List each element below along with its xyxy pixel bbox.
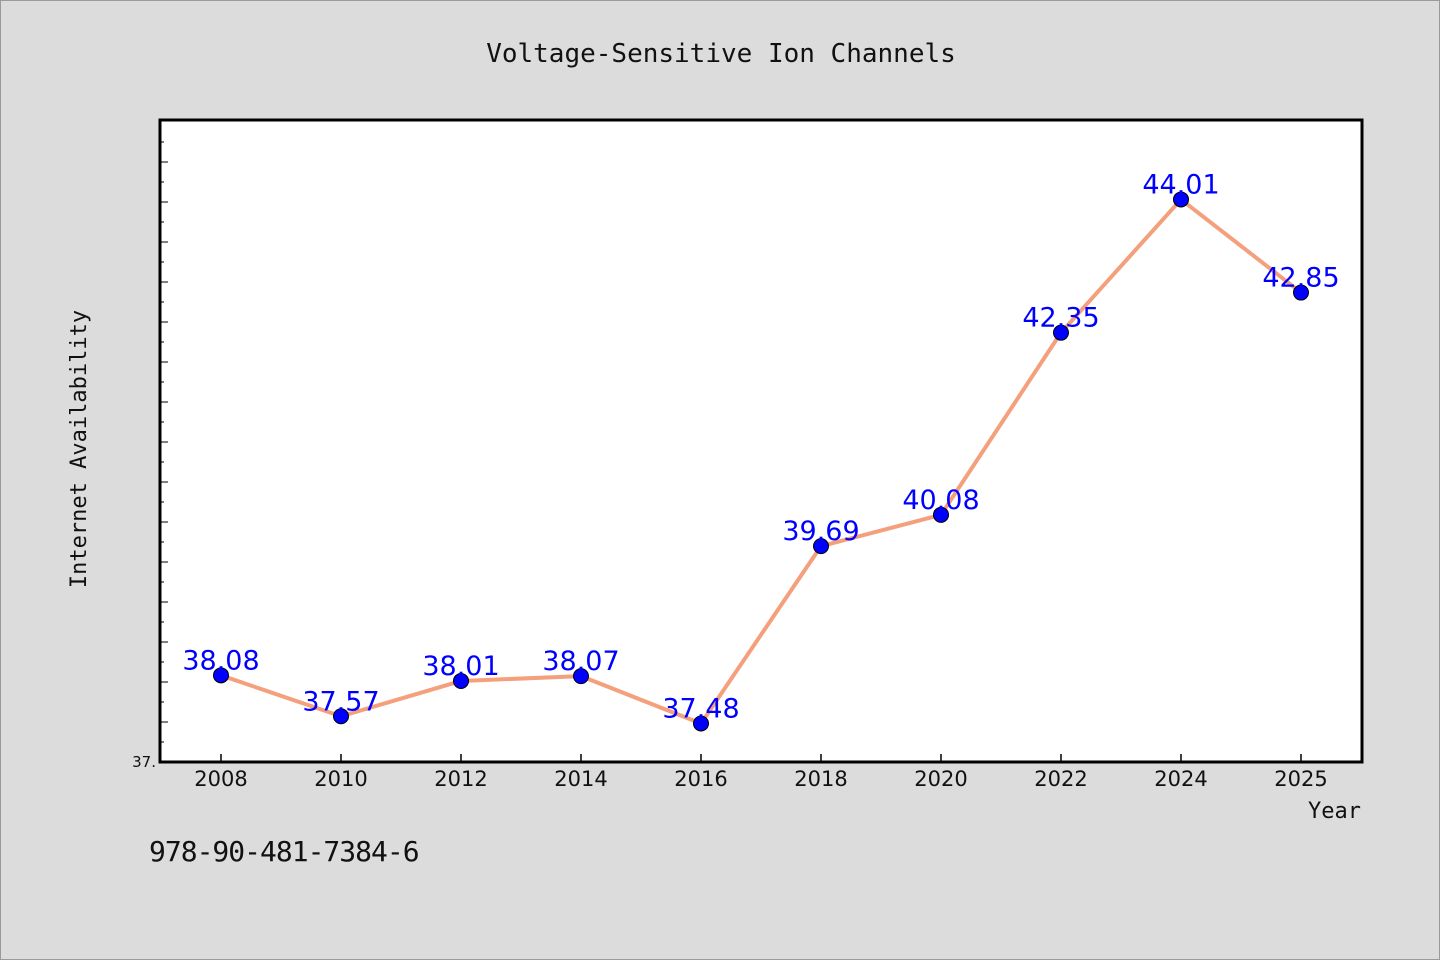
series-layer: 38.08 37.57 38.01 38.07 37.48 39.69 40.08 42.35…: [182, 169, 1340, 732]
data-label: 44.01: [1142, 169, 1219, 200]
data-point: [573, 668, 589, 685]
x-tick-label: 2014: [554, 767, 607, 791]
x-axis-label: Year: [1308, 799, 1361, 824]
data-label: 38.08: [182, 645, 259, 676]
data-point: [333, 708, 349, 725]
data-point: [813, 538, 829, 555]
footer-code: 978-90-481-7384-6: [149, 835, 420, 868]
data-label: 39.69: [782, 516, 859, 547]
data-point: [213, 667, 229, 684]
x-axis-ticks: 2008 2010 2012 2014 2016 2018 2020 2022 2024 2025: [194, 754, 1328, 791]
x-tick-label: 2012: [434, 767, 487, 791]
series-line: [219, 197, 1303, 726]
x-tick-label: 2008: [194, 767, 247, 791]
data-label: 37.57: [302, 686, 379, 717]
y-tick-label: 37.: [132, 753, 156, 771]
data-label: 37.48: [662, 693, 739, 724]
x-tick-label: 2010: [314, 767, 367, 791]
x-tick-label: 2018: [794, 767, 847, 791]
x-tick-label: 2020: [914, 767, 967, 791]
data-point: [693, 715, 709, 732]
x-tick-label: 2024: [1154, 767, 1207, 791]
chart-title: Voltage-Sensitive Ion Channels: [486, 39, 956, 69]
data-point: [1293, 284, 1309, 301]
x-tick-label: 2025: [1274, 767, 1327, 791]
data-label: 42.85: [1262, 263, 1339, 294]
x-tick-label: 2016: [674, 767, 727, 791]
y-axis-label: Internet Availability: [67, 310, 92, 588]
data-label: 42.35: [1022, 303, 1099, 334]
y-axis-ticks: 37.: [132, 141, 168, 771]
data-label: 38.07: [542, 646, 619, 677]
data-point: [933, 506, 949, 523]
plot-area: [158, 118, 1364, 764]
data-point: [1053, 324, 1069, 341]
data-label: 38.01: [422, 651, 499, 682]
x-tick-label: 2022: [1034, 767, 1087, 791]
data-label: 40.08: [902, 485, 979, 516]
data-point: [1173, 191, 1189, 208]
data-point: [453, 672, 469, 689]
